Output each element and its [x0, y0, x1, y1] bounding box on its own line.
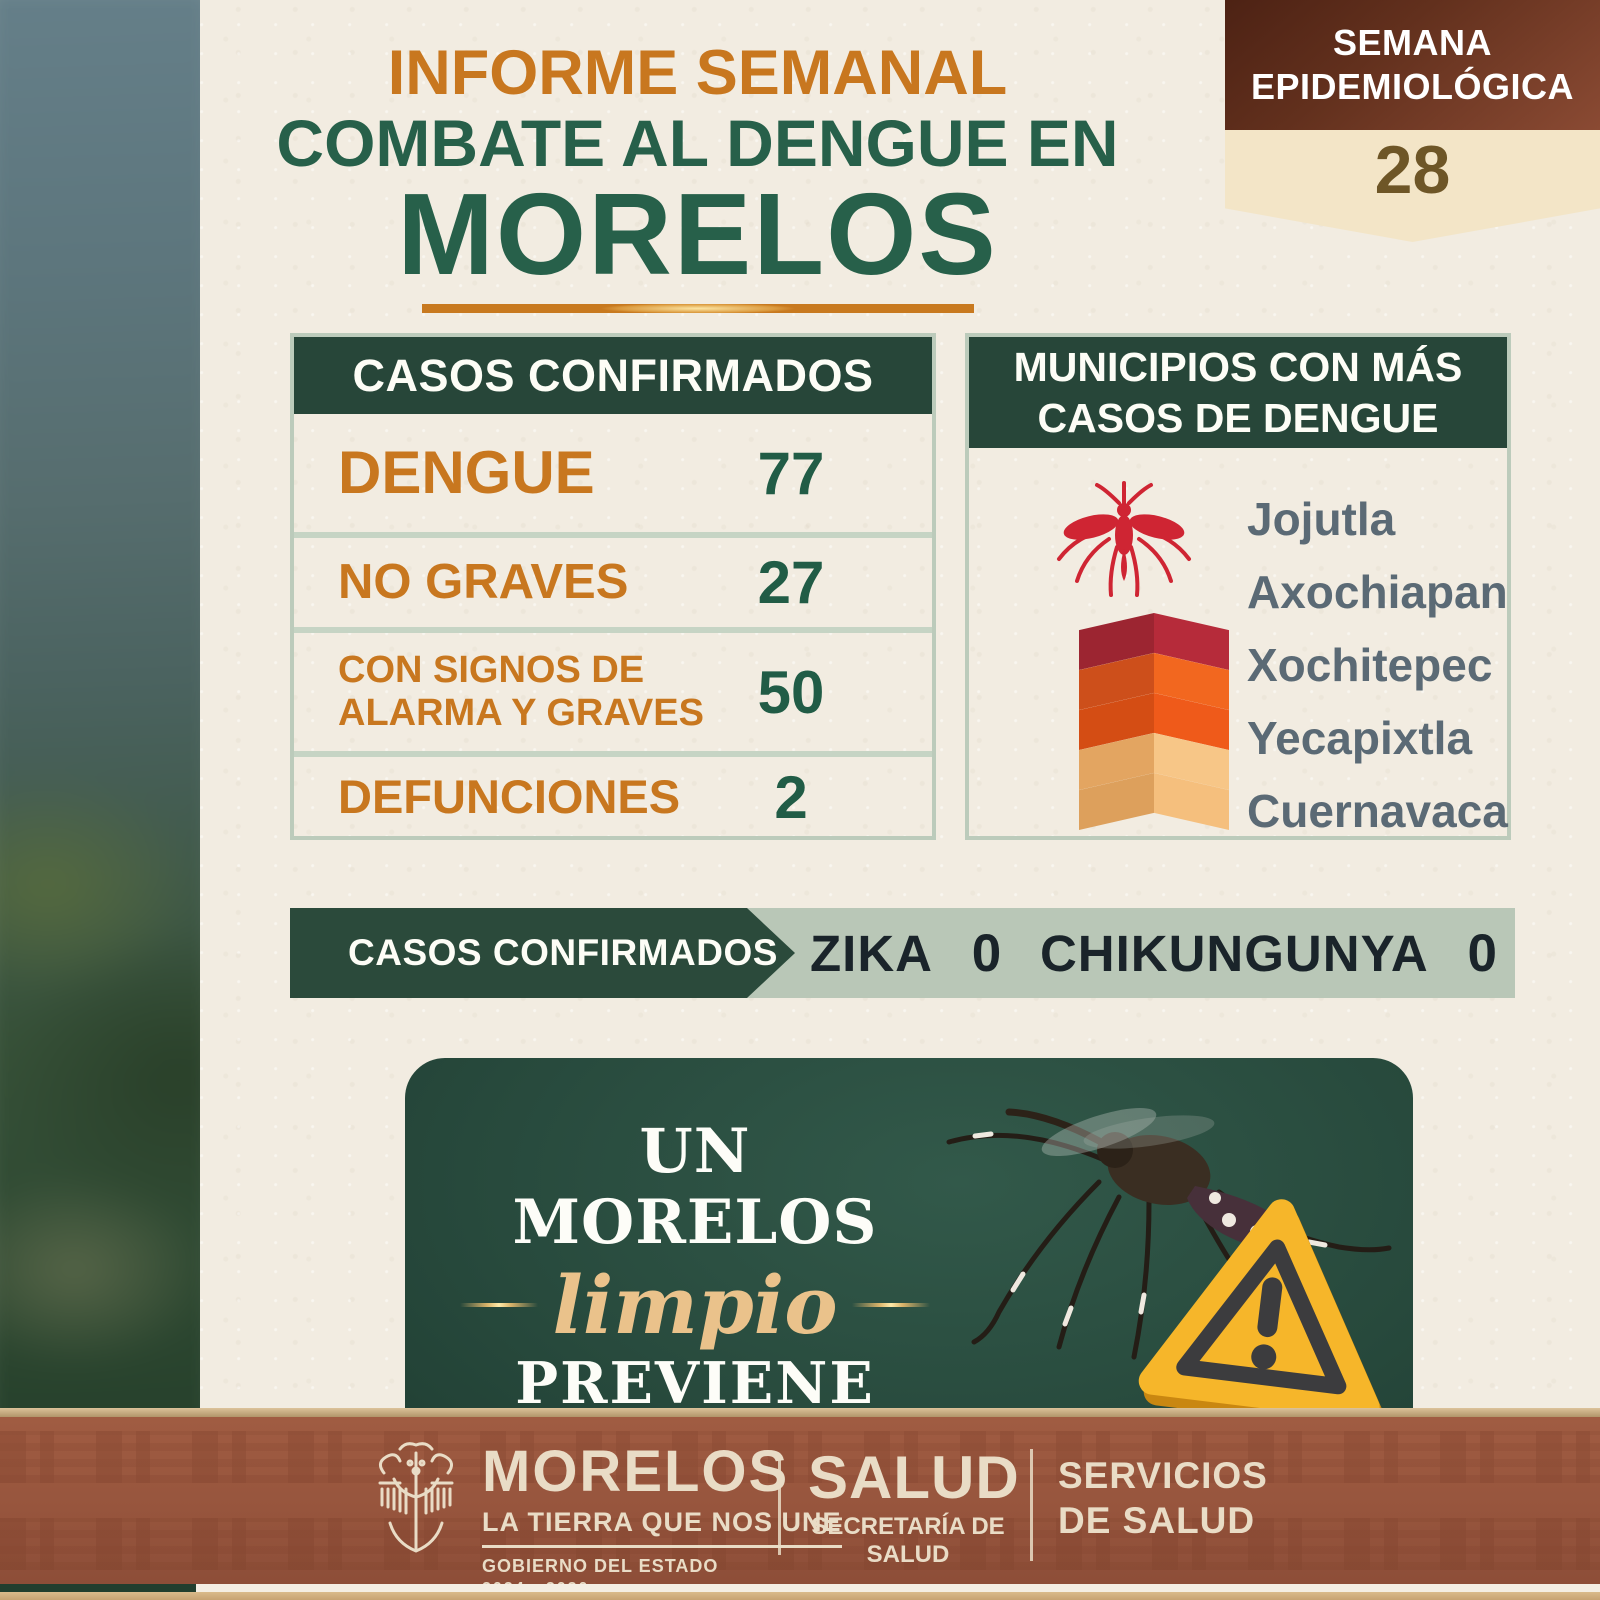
- week-label-line-2: EPIDEMIOLÓGICA: [1250, 66, 1575, 107]
- confirmed-cases-title: CASOS CONFIRMADOS: [294, 337, 932, 414]
- chevron-stack: [1079, 613, 1229, 830]
- municipality-item: Xochitepec: [1247, 639, 1493, 691]
- mosquito-icon: [1057, 481, 1191, 597]
- prevention-line-3: PREVIENE: [515, 1350, 875, 1412]
- morelos-emblem: [378, 1442, 454, 1553]
- zika-label: ZIKA: [810, 924, 933, 982]
- week-ribbon: SEMANA EPIDEMIOLÓGICA 28: [1225, 0, 1600, 242]
- morelos-logo: MORELOS LA TIERRA QUE NOS UNE GOBIERNO D…: [482, 1443, 842, 1584]
- row-label: CON SIGNOS DE ALARMA Y GRAVES: [338, 649, 704, 734]
- table-row: DENGUE 77: [294, 414, 932, 532]
- title-line-3: MORELOS: [397, 169, 998, 299]
- prevention-line-1: UN MORELOS: [512, 1116, 878, 1258]
- confirmed-cases-panel: CASOS CONFIRMADOS DENGUE 77 NO GRAVES 27…: [290, 333, 936, 840]
- salud-logo-subtitle: SECRETARÍA DE SALUD: [811, 1513, 1005, 1568]
- title-line-2: COMBATE AL DENGUE EN: [276, 106, 1119, 180]
- table-row: CON SIGNOS DE ALARMA Y GRAVES 50: [294, 627, 932, 751]
- title-underline: [421, 304, 974, 313]
- municipios-panel: MUNICIPIOS CON MÁS CASOS DE DENGUE: [965, 333, 1511, 840]
- prevention-line-2: limpio: [552, 1258, 838, 1352]
- side-photo-blur: [0, 0, 200, 1418]
- row-value: 27: [757, 549, 825, 616]
- salud-logo: SALUD SECRETARÍA DE SALUD: [808, 1444, 1020, 1569]
- row-label: DEFUNCIONES: [338, 769, 681, 823]
- chikungunya-label: CHIKUNGUNYA: [1039, 924, 1429, 982]
- title-line-1: INFORME SEMANAL: [387, 38, 1008, 108]
- morelos-logo-government: GOBIERNO DEL ESTADO: [482, 1556, 719, 1576]
- week-ribbon-header: SEMANA EPIDEMIOLÓGICA: [1225, 0, 1600, 130]
- band-title: CASOS CONFIRMADOS: [348, 932, 778, 973]
- row-value: 50: [757, 658, 825, 726]
- warning-triangle-icon: [1138, 1199, 1385, 1412]
- municipios-title-line-2: CASOS DE DENGUE: [1037, 394, 1439, 441]
- municipality-list: Jojutla Axochiapan Xochitepec Yecapixtla…: [1247, 483, 1508, 848]
- zika-chikungunya-band: CASOS CONFIRMADOS ZIKA 0 CHIKUNGUNYA 0: [290, 908, 1515, 998]
- greca-pattern: [0, 1431, 1600, 1483]
- band-pennant: CASOS CONFIRMADOS: [290, 908, 795, 998]
- morelos-logo-years: 2024 - 2030: [482, 1580, 842, 1584]
- band-entries: ZIKA 0 CHIKUNGUNYA 0: [810, 908, 1497, 998]
- servicios-line-2: DE SALUD: [1058, 1500, 1256, 1541]
- footer-divider: [1030, 1449, 1033, 1561]
- municipality-item: Axochiapan: [1247, 566, 1508, 618]
- morelos-logo-name: MORELOS: [482, 1439, 790, 1504]
- prevention-panel: UN MORELOS limpio PREVIENE dengue, zika …: [405, 1058, 1413, 1412]
- greca-pattern: [0, 1518, 1600, 1570]
- bottom-cream-strip: [196, 1584, 1600, 1594]
- footer-band: MORELOS LA TIERRA QUE NOS UNE GOBIERNO D…: [0, 1417, 1600, 1584]
- week-ribbon-tail: 28: [1225, 130, 1600, 242]
- side-photo: [0, 0, 200, 1418]
- prevention-text: UN MORELOS limpio PREVIENE dengue, zika …: [460, 1058, 930, 1412]
- bottom-green-strip: [0, 1584, 196, 1594]
- gold-line-left: [460, 1303, 539, 1307]
- servicios-logo: SERVICIOS DE SALUD: [1058, 1453, 1268, 1543]
- municipality-item: Jojutla: [1247, 493, 1396, 545]
- morelos-logo-tagline: LA TIERRA QUE NOS UNE: [482, 1507, 842, 1548]
- row-label: NO GRAVES: [338, 555, 629, 610]
- week-label-line-1: SEMANA: [1332, 22, 1492, 63]
- municipality-item: Cuernavaca: [1247, 785, 1508, 837]
- zika-value: 0: [971, 923, 1002, 983]
- salud-logo-name: SALUD: [808, 1444, 1020, 1511]
- table-row: DEFUNCIONES 2: [294, 751, 932, 837]
- row-value: 2: [774, 763, 808, 831]
- municipios-title: MUNICIPIOS CON MÁS CASOS DE DENGUE: [969, 337, 1507, 448]
- municipios-title-line-1: MUNICIPIOS CON MÁS: [1013, 343, 1463, 390]
- table-row: NO GRAVES 27: [294, 532, 932, 627]
- chikungunya-value: 0: [1467, 923, 1497, 983]
- gold-line-right: [851, 1303, 930, 1307]
- week-number: 28: [1374, 132, 1451, 208]
- footer-divider: [778, 1455, 781, 1555]
- servicios-line-1: SERVICIOS: [1058, 1455, 1268, 1496]
- row-value: 77: [757, 439, 825, 507]
- municipality-item: Yecapixtla: [1247, 712, 1473, 764]
- bottom-tan-strip: [0, 1592, 1600, 1600]
- footer-divider-line: [0, 1408, 1600, 1417]
- main-title: INFORME SEMANAL COMBATE AL DENGUE EN MOR…: [205, 40, 1190, 313]
- row-label: DENGUE: [338, 439, 595, 507]
